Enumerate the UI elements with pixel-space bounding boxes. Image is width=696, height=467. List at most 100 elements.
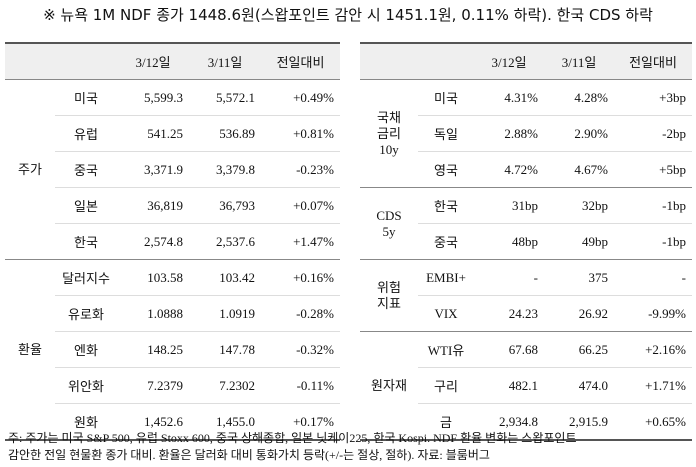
right-table: 3/12일 3/11일 전일대비 국채 금리 10y 미국 4.31% 4.28% +3bp 독일 2… bbox=[360, 42, 692, 441]
value-cell: 1.0919 bbox=[189, 295, 261, 332]
value-cell: 536.89 bbox=[189, 115, 261, 152]
value-cell: 4.28% bbox=[544, 79, 614, 116]
group-label-line: 원자재 bbox=[371, 377, 407, 393]
value-cell: 5,572.1 bbox=[189, 79, 261, 116]
group-label-line: 국채 bbox=[377, 109, 401, 125]
value-cell: -1bp bbox=[614, 223, 692, 260]
header-cell: 3/12일 bbox=[117, 43, 189, 80]
row-label: 엔화 bbox=[55, 331, 117, 368]
value-cell: 1,452.6 bbox=[117, 403, 189, 441]
value-cell: -0.32% bbox=[261, 331, 340, 368]
value-cell: +1.71% bbox=[614, 367, 692, 404]
data-row: 위험 지표 EMBI+ -375- bbox=[360, 259, 692, 332]
data-row: 원화 1,452.6 1,455.0 +0.17% bbox=[5, 403, 340, 441]
data-row: 위안화 7.2379 7.2302 -0.11% bbox=[5, 367, 340, 404]
group-label-line: 주가 bbox=[18, 161, 42, 177]
data-row: 구리 482.1 474.0 +1.71% bbox=[360, 367, 692, 404]
row-label: 원화 bbox=[55, 403, 117, 441]
value-cell: 2.90% bbox=[544, 115, 614, 152]
row-label: 위안화 bbox=[55, 367, 117, 404]
group-label: 국채 금리 10y bbox=[360, 79, 418, 188]
row-label: 유럽 bbox=[55, 115, 117, 152]
value-cell: 66.25 bbox=[544, 331, 614, 368]
data-row: 유럽 541.25 536.89 +0.81% bbox=[5, 115, 340, 152]
group-label: 원자재 bbox=[360, 331, 418, 441]
value-cell: 2.88% bbox=[474, 115, 544, 152]
value-cell: -0.11% bbox=[261, 367, 340, 404]
header-cell: 전일대비 bbox=[614, 43, 692, 80]
value-cell: 541.25 bbox=[117, 115, 189, 152]
title: ※ 뉴욕 1M NDF 종가 1448.6원(스왑포인트 감안 시 1451.1… bbox=[43, 6, 653, 24]
value-cell: +1.47% bbox=[261, 223, 340, 260]
header-row: 3/12일 3/11일 전일대비 bbox=[360, 43, 692, 80]
value-cell: 1,455.0 bbox=[189, 403, 261, 441]
header-cell bbox=[5, 43, 117, 80]
value-cell: 24.23 bbox=[474, 295, 544, 332]
value-cell: 5,599.3 bbox=[117, 79, 189, 116]
value-cell: 2,915.9 bbox=[544, 403, 614, 441]
value-cell: 2,574.8 bbox=[117, 223, 189, 260]
row-label: 한국 bbox=[55, 223, 117, 260]
group-label-line: 금리 bbox=[377, 125, 401, 141]
data-row: 원자재 WTI유 67.68 66.25 +2.16% bbox=[360, 331, 692, 441]
row-label: 미국 bbox=[55, 79, 117, 116]
data-row: 일본 36,819 36,793 +0.07% bbox=[5, 187, 340, 224]
data-row: VIX 24.23 26.92 -9.99% bbox=[360, 295, 692, 332]
data-row: 금 2,934.8 2,915.9 +0.65% bbox=[360, 403, 692, 441]
data-row: 엔화 148.25 147.78 -0.32% bbox=[5, 331, 340, 368]
row-label: 일본 bbox=[55, 187, 117, 224]
group-label-line: 지표 bbox=[377, 295, 401, 311]
data-row: 환율 달러지수 103.58 103.42 +0.16% bbox=[5, 259, 340, 441]
value-cell: +0.65% bbox=[614, 403, 692, 441]
value-cell: +2.16% bbox=[614, 331, 692, 368]
value-cell: 48bp bbox=[474, 223, 544, 260]
row-label: 달러지수 bbox=[55, 259, 117, 296]
value-cell: 36,793 bbox=[189, 187, 261, 224]
data-row: 유로화 1.0888 1.0919 -0.28% bbox=[5, 295, 340, 332]
footnote-line: 주: 주가는 미국 S&P 500, 유럽 Stoxx 600, 중국 상해종합… bbox=[8, 431, 577, 445]
footnote-line: 감안한 전일 현물환 종가 대비. 환율은 달러화 대비 통화가치 등락(+/-… bbox=[8, 448, 490, 462]
header-cell: 3/11일 bbox=[189, 43, 261, 80]
value-cell: 3,379.8 bbox=[189, 151, 261, 188]
value-cell: 4.67% bbox=[544, 151, 614, 188]
group-label-line: 10y bbox=[379, 141, 399, 157]
value-cell: -1bp bbox=[614, 187, 692, 224]
value-cell: +3bp bbox=[614, 79, 692, 116]
value-cell: 26.92 bbox=[544, 295, 614, 332]
value-cell: 67.68 bbox=[474, 331, 544, 368]
value-cell: +0.81% bbox=[261, 115, 340, 152]
value-cell: 7.2379 bbox=[117, 367, 189, 404]
header-row: 3/12일 3/11일 전일대비 bbox=[5, 43, 340, 80]
value-cell: 148.25 bbox=[117, 331, 189, 368]
group-label-line: 5y bbox=[382, 223, 396, 239]
data-row: CDS 5y 한국 31bp 32bp -1bp bbox=[360, 187, 692, 260]
row-label: 유로화 bbox=[55, 295, 117, 332]
value-cell: 4.31% bbox=[474, 79, 544, 116]
value-cell: +0.16% bbox=[261, 259, 340, 296]
row-label: 미국 bbox=[418, 79, 474, 116]
value-cell: 147.78 bbox=[189, 331, 261, 368]
row-label: 독일 bbox=[418, 115, 474, 152]
group-label: 위험 지표 bbox=[360, 259, 418, 332]
row-label: VIX bbox=[418, 295, 474, 332]
data-row: 중국 48bp 49bp -1bp bbox=[360, 223, 692, 260]
value-cell: -2bp bbox=[614, 115, 692, 152]
value-cell: - bbox=[614, 259, 692, 296]
value-cell: 103.42 bbox=[189, 259, 261, 296]
data-row: 독일 2.88% 2.90% -2bp bbox=[360, 115, 692, 152]
value-cell: -0.23% bbox=[261, 151, 340, 188]
value-cell: 1.0888 bbox=[117, 295, 189, 332]
value-cell: +0.17% bbox=[261, 403, 340, 441]
value-cell: 7.2302 bbox=[189, 367, 261, 404]
group-label-line: 환율 bbox=[18, 341, 42, 357]
value-cell: 482.1 bbox=[474, 367, 544, 404]
group-label: 환율 bbox=[5, 259, 55, 441]
value-cell: 49bp bbox=[544, 223, 614, 260]
header-cell: 전일대비 bbox=[261, 43, 340, 80]
value-cell: 375 bbox=[544, 259, 614, 296]
row-label: 구리 bbox=[418, 367, 474, 404]
data-row: 영국 4.72% 4.67% +5bp bbox=[360, 151, 692, 188]
footnote: 주: 주가는 미국 S&P 500, 유럽 Stoxx 600, 중국 상해종합… bbox=[8, 430, 577, 464]
row-label: EMBI+ bbox=[418, 259, 474, 296]
